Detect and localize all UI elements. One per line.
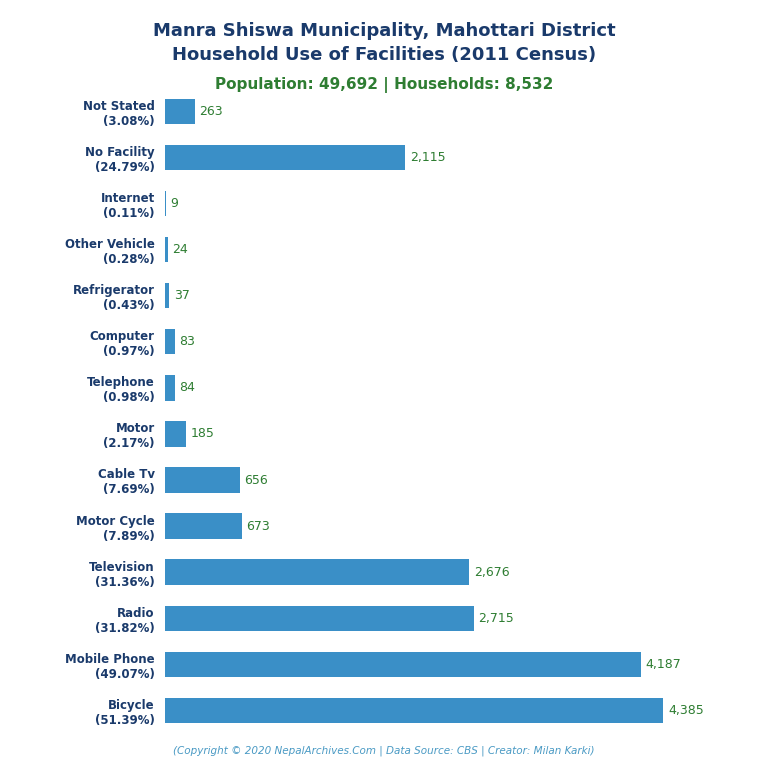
Bar bbox=[165, 237, 168, 263]
Bar bbox=[165, 651, 641, 677]
Bar bbox=[165, 467, 240, 493]
Text: 2,676: 2,676 bbox=[474, 566, 509, 578]
Text: 263: 263 bbox=[200, 105, 223, 118]
Bar bbox=[165, 144, 406, 170]
Text: 24: 24 bbox=[172, 243, 188, 256]
Text: 4,187: 4,187 bbox=[645, 658, 681, 670]
Bar bbox=[165, 559, 469, 585]
Text: 185: 185 bbox=[190, 428, 214, 440]
Bar bbox=[165, 513, 242, 539]
Bar bbox=[165, 190, 166, 217]
Text: 2,115: 2,115 bbox=[410, 151, 445, 164]
Text: 83: 83 bbox=[179, 336, 195, 348]
Text: 84: 84 bbox=[179, 382, 195, 394]
Text: 4,385: 4,385 bbox=[668, 704, 703, 717]
Bar bbox=[165, 421, 186, 447]
Bar bbox=[165, 283, 169, 309]
Text: 673: 673 bbox=[246, 520, 270, 532]
Text: Manra Shiswa Municipality, Mahottari District: Manra Shiswa Municipality, Mahottari Dis… bbox=[153, 22, 615, 39]
Text: 37: 37 bbox=[174, 290, 190, 302]
Text: 9: 9 bbox=[170, 197, 179, 210]
Bar bbox=[165, 376, 174, 401]
Text: 656: 656 bbox=[244, 474, 268, 486]
Bar bbox=[165, 697, 664, 723]
Text: (Copyright © 2020 NepalArchives.Com | Data Source: CBS | Creator: Milan Karki): (Copyright © 2020 NepalArchives.Com | Da… bbox=[174, 746, 594, 756]
Text: Population: 49,692 | Households: 8,532: Population: 49,692 | Households: 8,532 bbox=[215, 77, 553, 93]
Bar bbox=[165, 329, 174, 355]
Text: 2,715: 2,715 bbox=[478, 612, 514, 624]
Bar bbox=[165, 99, 195, 124]
Bar bbox=[165, 605, 474, 631]
Text: Household Use of Facilities (2011 Census): Household Use of Facilities (2011 Census… bbox=[172, 46, 596, 64]
